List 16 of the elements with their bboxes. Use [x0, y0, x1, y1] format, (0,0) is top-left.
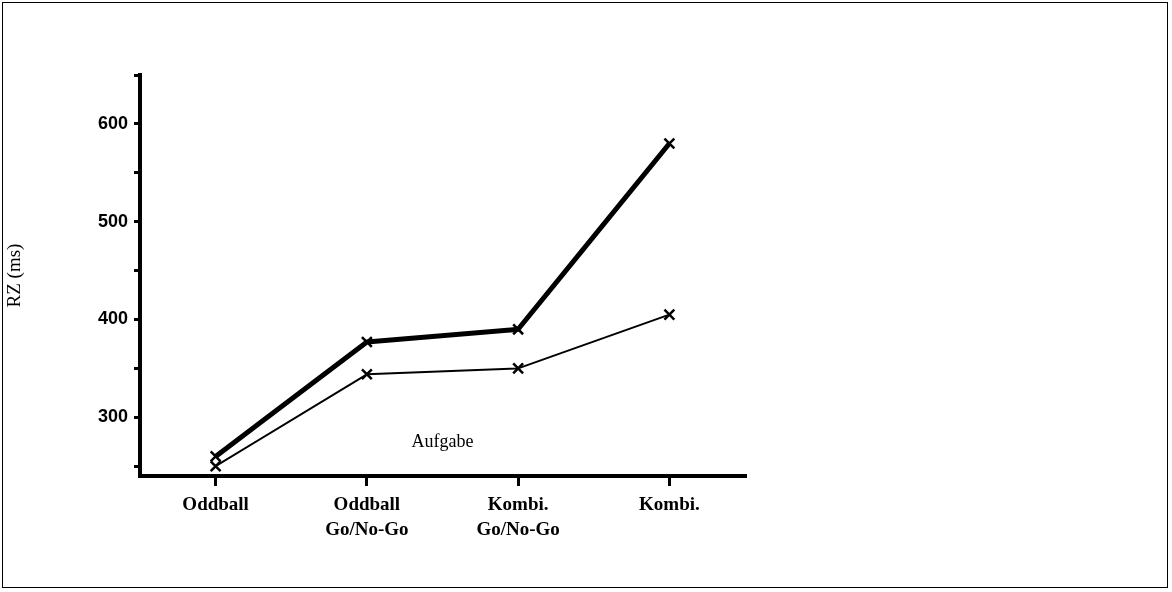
x-axis-title: Aufgabe: [411, 430, 474, 451]
y-tick-label: 400: [97, 308, 128, 329]
point: [360, 368, 374, 381]
x-tick-label: Kombi. Go/No-Go: [476, 492, 560, 540]
x-tick-label: Oddball: [182, 492, 249, 514]
y-tick-label: 600: [97, 112, 128, 133]
point: [663, 308, 676, 321]
x-tick-label: Kombi.: [639, 492, 700, 514]
point: [360, 335, 374, 349]
point: [511, 323, 525, 336]
x-tick-label: Oddball Go/No-Go: [325, 492, 409, 540]
y-tick-label: 300: [97, 406, 128, 427]
point: [511, 362, 525, 375]
y-tick-label: 500: [97, 210, 128, 231]
y-axis-title: RZ (ms): [3, 243, 26, 308]
point: [663, 137, 676, 150]
